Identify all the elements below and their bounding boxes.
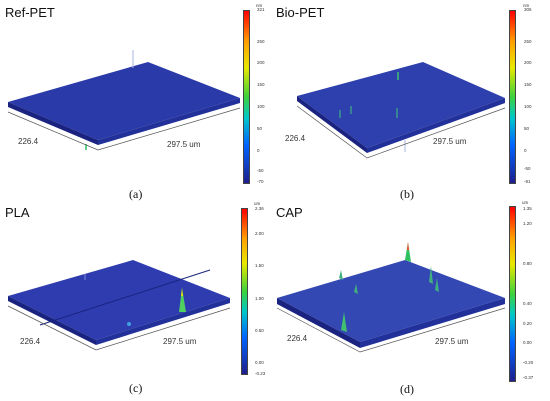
colorbar-tick: 100 — [257, 104, 265, 109]
surface-right-edge — [96, 298, 230, 345]
surface-peak — [339, 270, 343, 280]
colorbar-tick: 1.35 — [523, 206, 532, 211]
surface-peak — [429, 266, 433, 284]
y-axis-label: 226.4 — [285, 134, 306, 143]
colorbar-unit: nm — [256, 3, 263, 8]
panel-bio-pet: Bio-PET 226.4 297.5 um nm 306 250 200 15… — [275, 0, 550, 201]
surface-front-edge — [277, 298, 360, 348]
panel-pla: PLA 226.4 297.5 um um 2.36 2.00 1.50 1.0… — [0, 200, 275, 400]
colorbar-tick: 1.50 — [255, 263, 264, 268]
base-frame — [7, 107, 241, 151]
colorbar-tick: 306 — [524, 7, 532, 12]
panel-caption: (b) — [400, 187, 414, 201]
surface-peak-tip — [407, 242, 409, 250]
x-axis-label: 297.5 um — [167, 140, 201, 149]
colorbar-tick: 0.50 — [255, 328, 264, 333]
colorbar-tick: 0.80 — [523, 261, 532, 266]
colorbar-tick: -0.20 — [523, 360, 534, 365]
base-frame — [276, 307, 506, 353]
colorbar-tick: 0.00 — [523, 340, 532, 345]
surface-right-edge — [360, 298, 505, 348]
colorbar-tick: -0.37 — [523, 375, 534, 380]
y-axis-label: 226.4 — [287, 334, 308, 343]
colorbar-tick: 0.20 — [523, 321, 532, 326]
colorbar-tick: 0 — [524, 148, 527, 153]
colorbar-tick: 1.20 — [523, 221, 532, 226]
colorbar-tick: 150 — [257, 82, 265, 87]
surface-peak — [405, 242, 411, 262]
colorbar — [243, 10, 250, 184]
panel-title: PLA — [5, 205, 30, 220]
panel-title: CAP — [276, 205, 303, 220]
surface-right-edge — [98, 98, 240, 145]
colorbar-tick: -50 — [257, 168, 264, 173]
panel-caption: (a) — [129, 187, 143, 201]
surface-peak — [341, 312, 347, 332]
surface-top — [277, 260, 505, 342]
surface-plot — [7, 260, 231, 351]
colorbar — [509, 10, 516, 184]
panel-caption: (d) — [400, 382, 414, 396]
colorbar-tick: 50 — [524, 126, 530, 131]
x-axis-label: 297.5 um — [435, 337, 469, 346]
surface-plot — [296, 62, 506, 159]
colorbar-unit: nm — [523, 3, 530, 8]
surface-peak — [179, 288, 186, 312]
colorbar-unit: um — [522, 200, 529, 205]
colorbar-tick: -0.23 — [255, 371, 266, 376]
base-frame — [7, 305, 231, 351]
colorbar-tick: 50 — [257, 126, 263, 131]
base-frame — [296, 105, 506, 159]
colorbar-tick: 250 — [524, 39, 532, 44]
colorbar-tick: 0 — [257, 148, 260, 153]
surface-peak — [354, 284, 358, 294]
colorbar-tick: 150 — [524, 82, 532, 87]
panel-title: Bio-PET — [276, 5, 325, 20]
x-axis-label: 297.5 um — [163, 337, 197, 346]
surface-peak-tip — [181, 288, 183, 296]
surface-top — [8, 62, 240, 140]
surface-front-edge — [297, 96, 367, 153]
colorbar-tick: 321 — [257, 7, 265, 12]
colorbar-tick: 200 — [257, 60, 265, 65]
surface-top — [8, 260, 230, 340]
surface-plot — [276, 242, 506, 353]
colorbar-tick: 2.00 — [255, 231, 264, 236]
surface-top — [297, 62, 505, 148]
colorbar — [241, 208, 248, 375]
surface-front-edge — [8, 102, 98, 145]
panel-caption: (c) — [129, 381, 143, 395]
y-axis-label: 226.4 — [18, 137, 39, 146]
colorbar-tick: -70 — [257, 179, 264, 184]
colorbar-tick: -50 — [524, 166, 531, 171]
surface-plot — [7, 50, 241, 151]
surface-peak — [435, 278, 439, 292]
panel-ref-pet: Ref-PET 226.4 297.5 um nm 321 250 200 15… — [0, 0, 275, 201]
surface-scratch — [39, 269, 211, 326]
colorbar-tick: 2.36 — [255, 206, 264, 211]
panel-title: Ref-PET — [5, 5, 55, 20]
y-axis-label: 226.4 — [20, 337, 41, 346]
panel-cap: CAP 226.4 297.5 um um 1.35 1.20 0.80 0.4… — [275, 200, 550, 400]
colorbar-tick: 0.40 — [523, 301, 532, 306]
colorbar-tick: -91 — [524, 179, 531, 184]
surface-peak — [127, 322, 131, 326]
colorbar-tick: 1.00 — [255, 296, 264, 301]
x-axis-label: 297.5 um — [433, 137, 467, 146]
colorbar — [509, 206, 516, 382]
colorbar-tick: 100 — [524, 104, 532, 109]
surface-right-edge — [367, 98, 505, 153]
surface-front-edge — [8, 296, 96, 345]
colorbar-unit: um — [254, 201, 261, 206]
colorbar-tick: 0.00 — [255, 360, 264, 365]
colorbar-tick: 200 — [524, 60, 532, 65]
colorbar-tick: 250 — [257, 39, 265, 44]
